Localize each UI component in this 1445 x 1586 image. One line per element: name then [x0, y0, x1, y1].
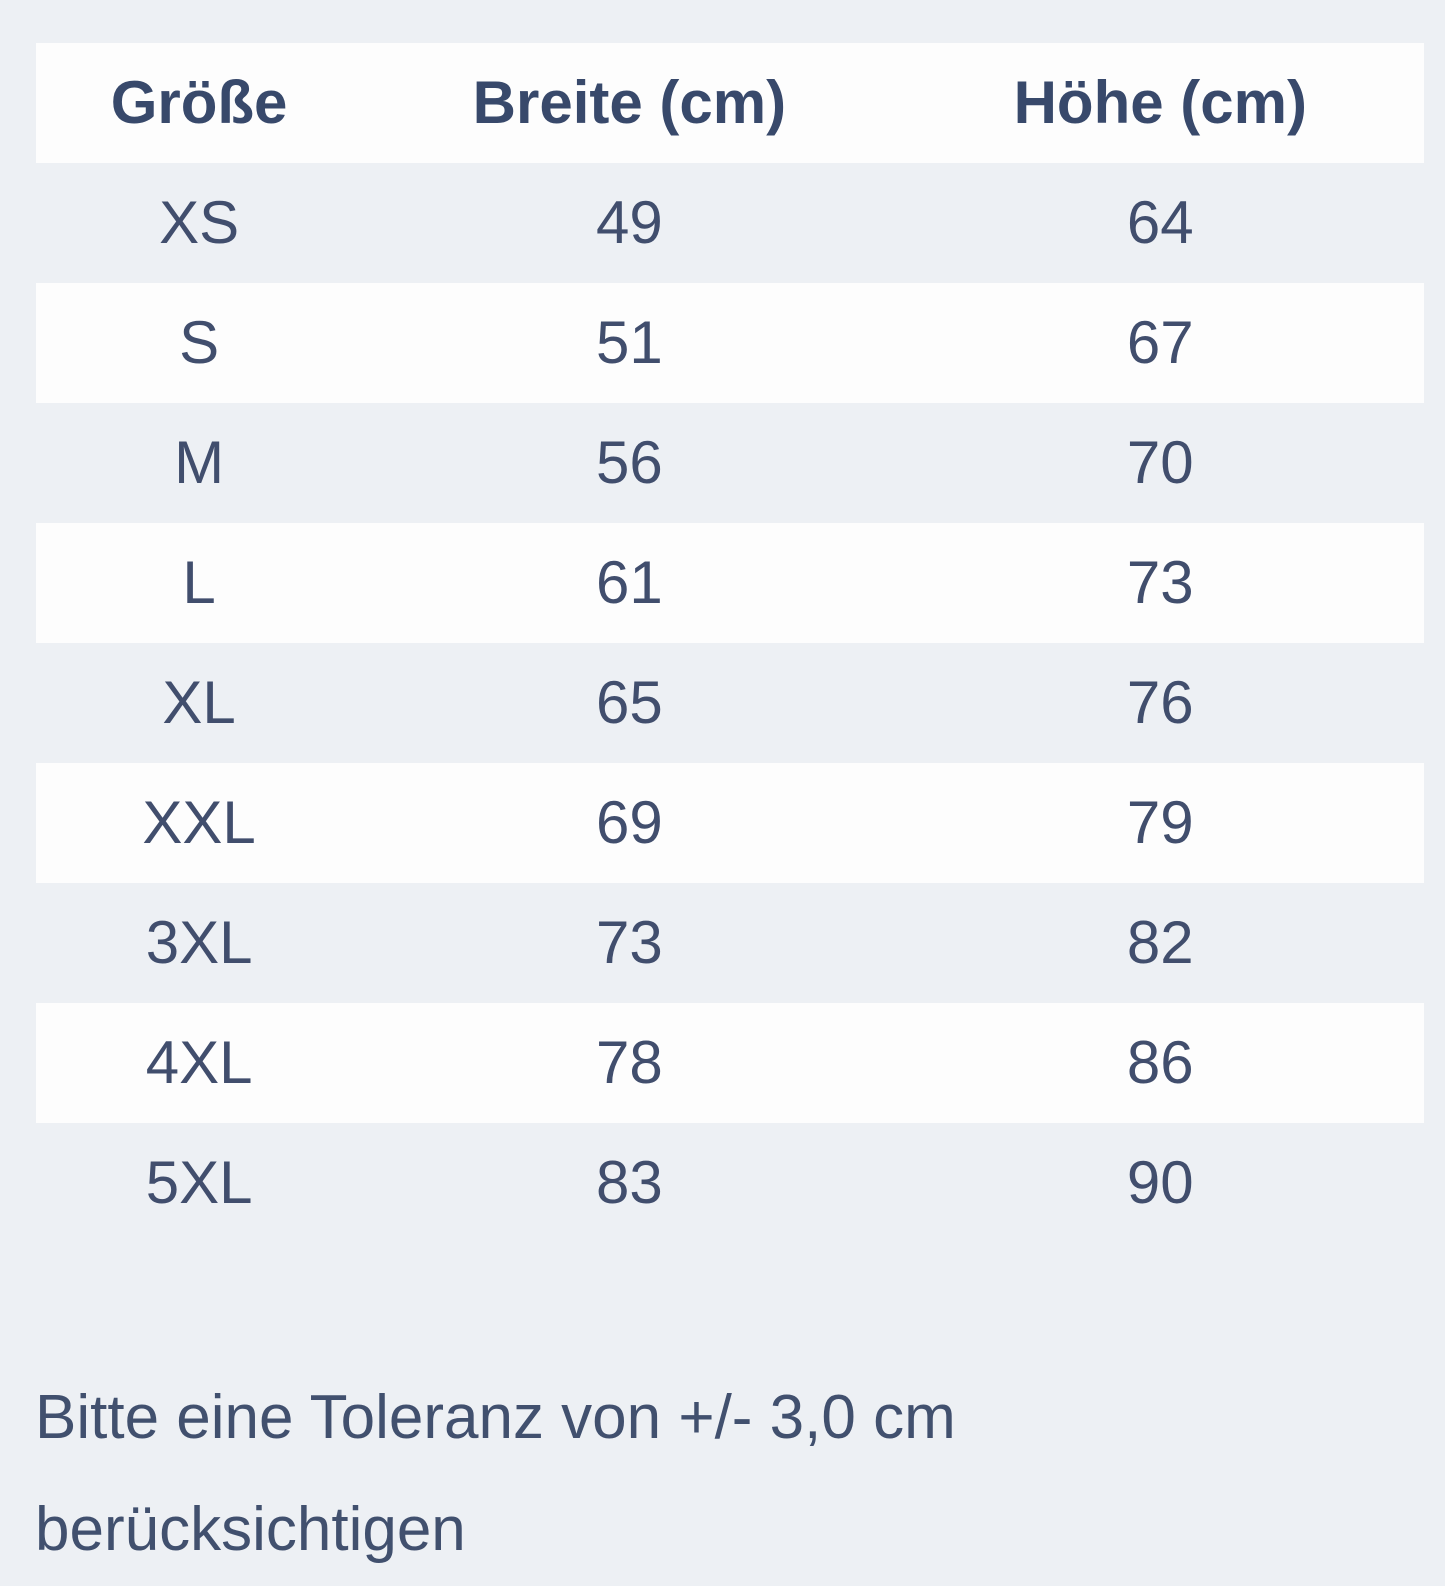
header-row: Größe Breite (cm) Höhe (cm) — [36, 43, 1424, 163]
breite-cell: 83 — [595, 1149, 663, 1216]
table-row-3xl: 3XL 73 82 — [36, 883, 1424, 1003]
breite-cell: 61 — [595, 549, 663, 616]
header-breite: Breite (cm) — [472, 69, 787, 136]
breite-cell: 69 — [595, 789, 663, 856]
table-row-s: S 51 67 — [36, 283, 1424, 403]
tolerance-note: Bitte eine Toleranz von +/- 3,0 cm berüc… — [35, 1383, 956, 1564]
table-row-xl: XL 65 76 — [36, 643, 1424, 763]
size-cell: M — [174, 429, 225, 496]
breite-cell: 73 — [595, 909, 663, 976]
table-row-4xl: 4XL 78 86 — [36, 1003, 1424, 1123]
breite-cell: 51 — [595, 309, 663, 376]
size-cell: S — [179, 309, 220, 376]
hoehe-cell: 67 — [1126, 309, 1194, 376]
size-chart: Größe Breite (cm) Höhe (cm) XS 49 64 S 5… — [36, 43, 1424, 1243]
size-cell: XXL — [142, 789, 256, 856]
breite-cell: 78 — [595, 1029, 663, 1096]
hoehe-cell: 90 — [1126, 1149, 1194, 1216]
hoehe-cell: 70 — [1126, 429, 1194, 496]
size-cell: 3XL — [145, 909, 253, 976]
table-row-xxl: XXL 69 79 — [36, 763, 1424, 883]
header-hoehe: Höhe (cm) — [1013, 69, 1307, 136]
hoehe-cell: 76 — [1126, 669, 1194, 736]
size-cell: XS — [159, 189, 240, 256]
hoehe-cell: 82 — [1126, 909, 1194, 976]
table-row-xs: XS 49 64 — [36, 163, 1424, 283]
size-cell: L — [182, 549, 216, 616]
size-cell: 4XL — [145, 1029, 253, 1096]
size-cell: XL — [162, 669, 236, 736]
hoehe-cell: 64 — [1126, 189, 1194, 256]
breite-cell: 56 — [595, 429, 663, 496]
header-groesse: Größe — [110, 69, 288, 136]
hoehe-cell: 86 — [1126, 1029, 1194, 1096]
breite-cell: 65 — [595, 669, 663, 736]
table-row-m: M 56 70 — [36, 403, 1424, 523]
table-row-5xl: 5XL 83 90 — [36, 1123, 1424, 1243]
size-table: Größe Breite (cm) Höhe (cm) XS 49 64 S 5… — [36, 43, 1424, 1243]
hoehe-cell: 79 — [1126, 789, 1194, 856]
breite-cell: 49 — [595, 189, 663, 256]
size-cell: 5XL — [145, 1149, 253, 1216]
hoehe-cell: 73 — [1126, 549, 1194, 616]
table-row-l: L 61 73 — [36, 523, 1424, 643]
